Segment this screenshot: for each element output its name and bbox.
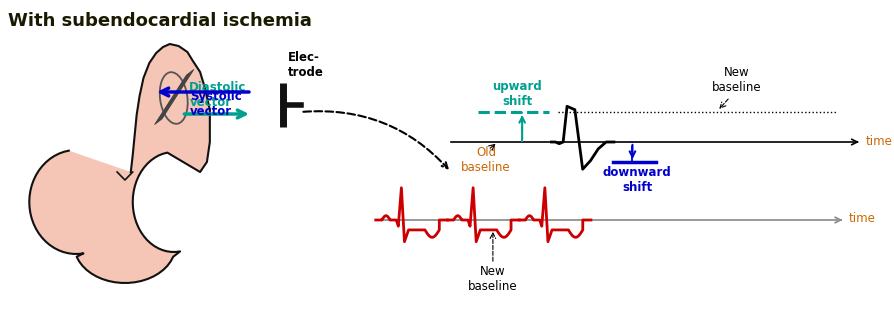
Text: time: time [849, 212, 876, 226]
Text: Systolic
vector: Systolic vector [190, 90, 242, 118]
Text: Diastolic
vector: Diastolic vector [190, 81, 247, 109]
Text: With subendocardial ischemia: With subendocardial ischemia [8, 12, 312, 30]
Text: Elec-
trode: Elec- trode [288, 51, 324, 79]
Text: New
baseline: New baseline [468, 265, 518, 293]
Polygon shape [30, 44, 210, 283]
Text: upward
shift: upward shift [493, 80, 542, 108]
Text: New
baseline: New baseline [713, 66, 762, 94]
Text: downward
shift: downward shift [603, 166, 671, 194]
Text: Old
baseline: Old baseline [461, 146, 510, 174]
Text: time: time [865, 134, 892, 148]
